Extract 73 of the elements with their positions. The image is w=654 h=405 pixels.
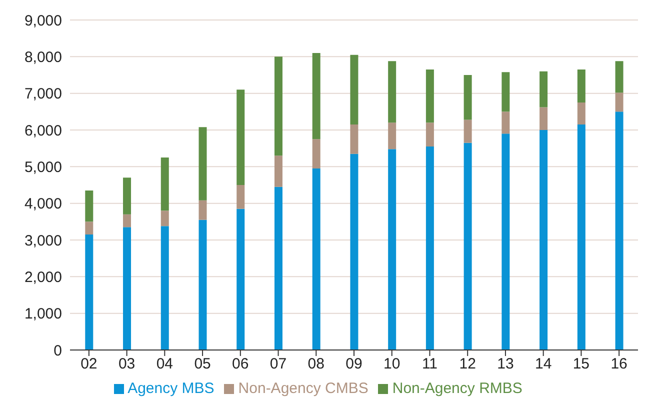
bar: [388, 149, 396, 350]
x-tick-label: 10: [384, 356, 400, 373]
bar: [464, 120, 472, 143]
bar: [198, 220, 207, 350]
bar: [577, 124, 586, 350]
bar: [160, 210, 169, 226]
bar: [198, 200, 207, 220]
bar: [540, 71, 548, 108]
x-tick-label: 02: [80, 356, 98, 373]
y-tick-label: 4,000: [24, 196, 62, 213]
bar: [236, 90, 245, 185]
x-tick-label: 14: [534, 356, 552, 373]
x-tick-label: 16: [610, 356, 628, 373]
bar: [123, 214, 132, 228]
bar: [160, 226, 169, 350]
bar: [312, 53, 320, 140]
bar: [464, 142, 472, 350]
y-tick-label: 1,000: [24, 306, 62, 323]
x-tick-label: 06: [232, 356, 249, 373]
bar: [615, 92, 624, 112]
y-tick-label: 8,000: [24, 48, 62, 66]
bar: [388, 61, 396, 123]
bar: [274, 186, 282, 350]
bar: [350, 124, 358, 154]
bar: [464, 75, 472, 120]
bar: [198, 127, 207, 200]
y-tick-label: 6,000: [24, 122, 62, 140]
bar: [502, 134, 510, 350]
bar: [615, 112, 624, 350]
y-tick-label: 0: [54, 342, 62, 360]
bar: [388, 122, 396, 150]
y-tick-label: 7,000: [24, 86, 62, 103]
x-tick-label: 13: [497, 356, 514, 373]
bar: [540, 130, 548, 350]
bar: [85, 222, 94, 234]
x-tick-label: 12: [459, 356, 476, 373]
bar: [577, 102, 586, 124]
bar: [85, 234, 94, 350]
bar: [426, 70, 434, 123]
bar: [502, 112, 510, 134]
bar: [502, 72, 510, 112]
bar: [426, 122, 434, 146]
y-tick-label: 2,000: [24, 268, 62, 286]
bar: [615, 61, 624, 93]
x-tick-label: 07: [270, 356, 287, 373]
bar: [350, 54, 358, 124]
y-tick-label: 5,000: [24, 158, 62, 176]
y-tick-label: 3,000: [24, 232, 62, 250]
legend-label: Non-Agency RMBS: [392, 380, 522, 397]
legend-label: Agency MBS: [128, 380, 214, 397]
bar: [160, 158, 169, 211]
bar: [274, 56, 282, 156]
bar: [577, 70, 586, 102]
bar: [123, 227, 132, 350]
bar: [123, 178, 132, 214]
bar: [350, 154, 358, 350]
x-tick-label: 08: [308, 356, 324, 373]
x-tick-label: 15: [572, 356, 590, 373]
bar: [274, 156, 282, 187]
bar: [236, 185, 245, 209]
x-tick-label: 04: [156, 356, 174, 373]
bar: [426, 146, 434, 350]
legend-label: Non-Agency CMBS: [238, 380, 368, 397]
bar: [85, 190, 94, 222]
bar: [312, 139, 320, 168]
y-tick-label: 9,000: [24, 12, 62, 30]
bar: [540, 107, 548, 130]
x-tick-label: 03: [118, 356, 136, 373]
x-tick-label: 05: [194, 356, 211, 373]
x-tick-label: 09: [346, 356, 362, 373]
bar: [236, 208, 245, 350]
x-tick-label: 11: [422, 356, 438, 373]
bar: [312, 168, 320, 350]
